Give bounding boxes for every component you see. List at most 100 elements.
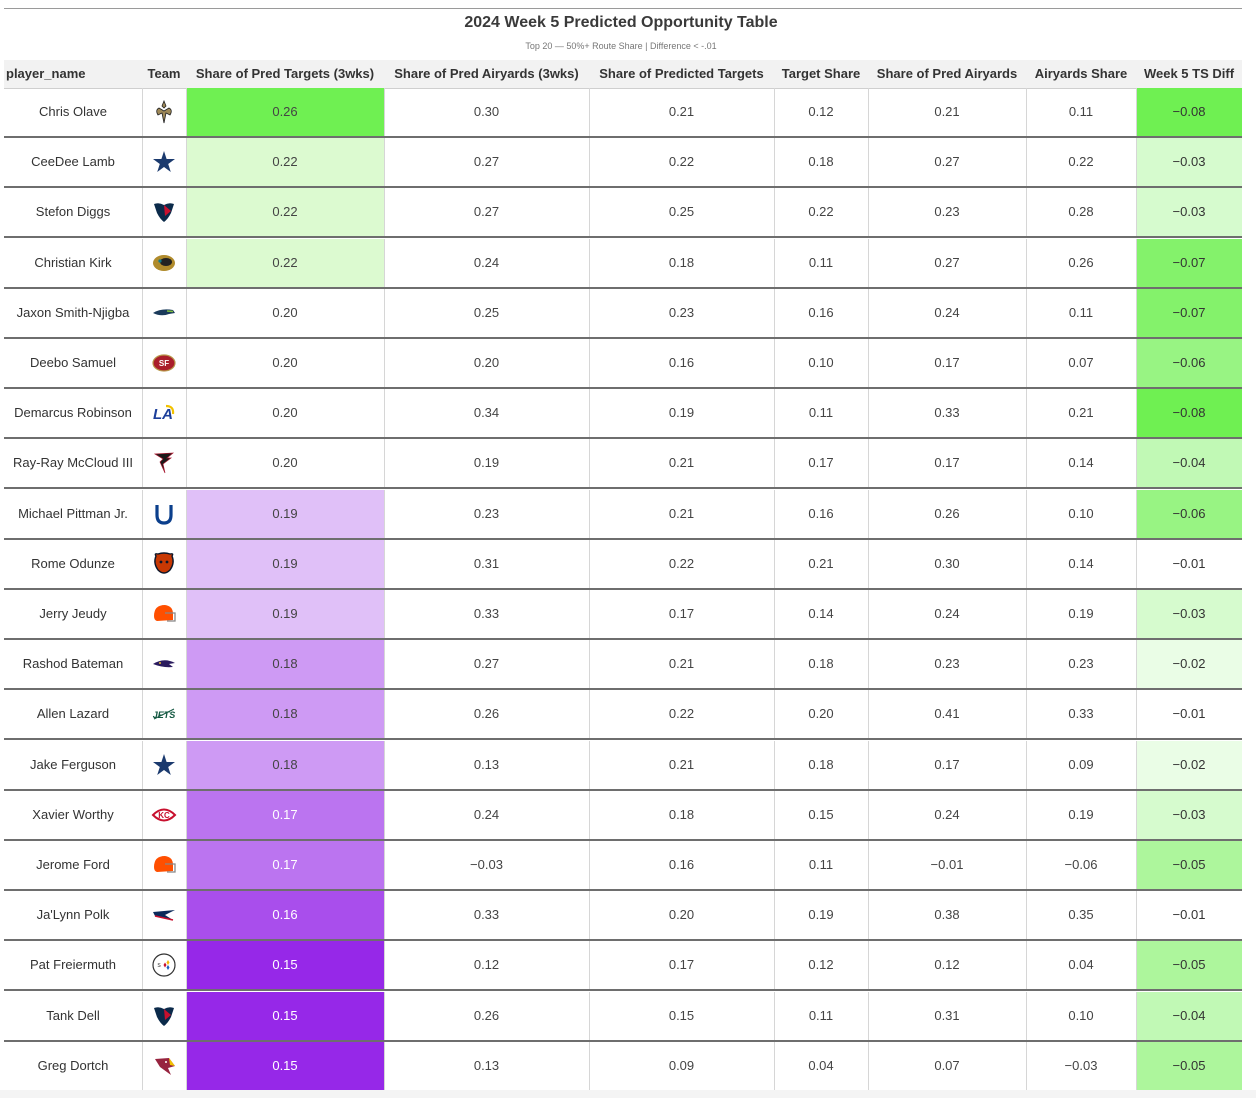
airyards-share-cell: 0.04 [1068,957,1094,973]
column-divider [142,941,143,990]
pred-airyards-3wks-cell: 0.30 [473,104,500,119]
header-pred-airyards[interactable]: Share of Pred Airyards [876,66,1018,81]
pred-airyards-3wks-cell: 0.13 [473,756,500,772]
airyards-share-cell: 0.07 [1068,355,1094,370]
player-name-cell: Ja'Lynn Polk [36,907,110,923]
column-divider [384,389,385,438]
player-name-cell: Jerome Ford [36,857,110,872]
column-divider [384,891,385,940]
seahawks-logo-icon [151,300,177,326]
pred-airyards-cell: 0.41 [934,706,960,722]
column-divider [142,991,143,1040]
column-divider [186,539,187,588]
column-divider [1026,690,1027,739]
header-pred-targets-3wks[interactable]: Share of Pred Targets (3wks) [195,66,375,81]
column-divider [142,740,143,789]
table-row: Michael Pittman Jr. 0.19 0.23 0.21 0.16 0.26 0… [4,489,1242,540]
ts-diff-cell: −0.01 [1136,690,1242,739]
airyards-share-cell: 0.19 [1068,606,1094,621]
pred-airyards-cell: 0.12 [934,957,960,973]
column-divider [589,489,590,538]
player-name-cell: Christian Kirk [34,254,112,270]
pred-airyards-cell: 0.26 [934,505,960,521]
pred-targets-3wks-cell: 0.22 [186,238,384,287]
row-divider [4,236,1242,239]
pred-targets-cell: 0.22 [668,154,695,170]
pred-airyards-3wks-cell: 0.27 [473,154,500,170]
ts-diff-cell: −0.02 [1136,740,1242,789]
pred-airyards-3wks-cell: 0.12 [473,957,500,973]
column-divider [868,790,869,839]
table-row: CeeDee Lamb 0.22 0.27 0.22 0.18 0.27 0.22 −0.03 [4,138,1242,189]
header-target-share[interactable]: Target Share [781,66,861,81]
pred-targets-cell: 0.15 [668,1007,695,1023]
rams-logo-icon: LA [151,400,177,426]
header-player-name[interactable]: player_name [6,66,86,81]
column-divider [186,891,187,940]
header-ts-diff[interactable]: Week 5 TS Diff [1143,66,1235,81]
column-divider [384,690,385,739]
column-divider [868,941,869,990]
pred-targets-cell: 0.16 [668,355,695,370]
ts-diff-cell: −0.02 [1136,640,1242,689]
pred-airyards-3wks-cell: 0.26 [473,1007,500,1023]
team-cell [142,640,186,688]
header-team[interactable]: Team [147,66,181,81]
column-divider [1026,288,1027,337]
team-cell [142,188,186,236]
column-divider [1026,991,1027,1040]
ts-diff-cell: −0.05 [1136,841,1242,889]
team-cell: JETS [142,690,186,738]
column-divider [589,238,590,287]
column-divider [1026,138,1027,187]
table-row: Stefon Diggs 0.22 0.27 0.25 0.22 0.23 0.28 −0.0… [4,188,1242,239]
header-airyards-share[interactable]: Airyards Share [1034,66,1128,81]
player-name-cell: Jaxon Smith-Njigba [16,304,130,320]
column-divider [868,891,869,940]
column-divider [1136,489,1137,538]
column-divider [868,740,869,789]
column-divider [186,740,187,789]
column-divider [1136,288,1137,337]
airyards-share-cell: 0.35 [1068,907,1094,923]
table-row: Demarcus Robinson LA 0.20 0.34 0.19 0.11 0.33 0… [4,389,1242,440]
column-divider [1136,238,1137,287]
column-divider [142,640,143,689]
column-divider [868,1041,869,1090]
target-share-cell: 0.17 [808,455,834,471]
pred-airyards-cell: 0.23 [934,656,960,672]
table-row: Rome Odunze 0.19 0.31 0.22 0.21 0.30 0.14 −0.01 [4,539,1242,590]
column-divider [1026,439,1027,488]
column-divider [589,991,590,1040]
column-divider [142,489,143,538]
table-header: player_name Team Share of Pred Targets (… [4,60,1242,89]
header-pred-targets[interactable]: Share of Predicted Targets [599,66,764,81]
table-row: Ray-Ray McCloud III 0.20 0.19 0.21 0.17 0.17 0… [4,439,1242,490]
column-divider [589,790,590,839]
player-name-cell: Jake Ferguson [30,756,116,772]
column-divider [142,439,143,488]
pred-airyards-cell: 0.17 [934,756,960,772]
patriots-logo-icon [151,902,177,928]
ts-diff-cell: −0.01 [1136,539,1242,588]
table-row: Deebo Samuel SF 0.20 0.20 0.16 0.10 0.17 0.07 −0… [4,339,1242,389]
airyards-share-cell: 0.09 [1068,756,1094,772]
column-divider [774,439,775,488]
pred-airyards-3wks-cell: 0.31 [473,555,500,571]
player-name-cell: Rome Odunze [31,555,115,571]
colts-logo-icon [151,501,177,527]
column-divider [186,138,187,187]
column-divider [774,389,775,438]
column-divider [1026,941,1027,990]
pred-targets-cell: 0.20 [668,907,695,923]
browns-logo-icon [151,601,177,627]
header-pred-airyards-3wks[interactable]: Share of Pred Airyards (3wks) [394,66,579,81]
column-divider [384,288,385,337]
column-divider [1136,88,1137,136]
airyards-share-cell: 0.21 [1068,405,1094,421]
column-divider [142,138,143,187]
table-row: Rashod Bateman 0.18 0.27 0.21 0.18 0.23 0.23 −0… [4,640,1242,691]
target-share-cell: 0.21 [808,555,834,571]
column-divider [589,941,590,990]
column-divider [142,238,143,287]
